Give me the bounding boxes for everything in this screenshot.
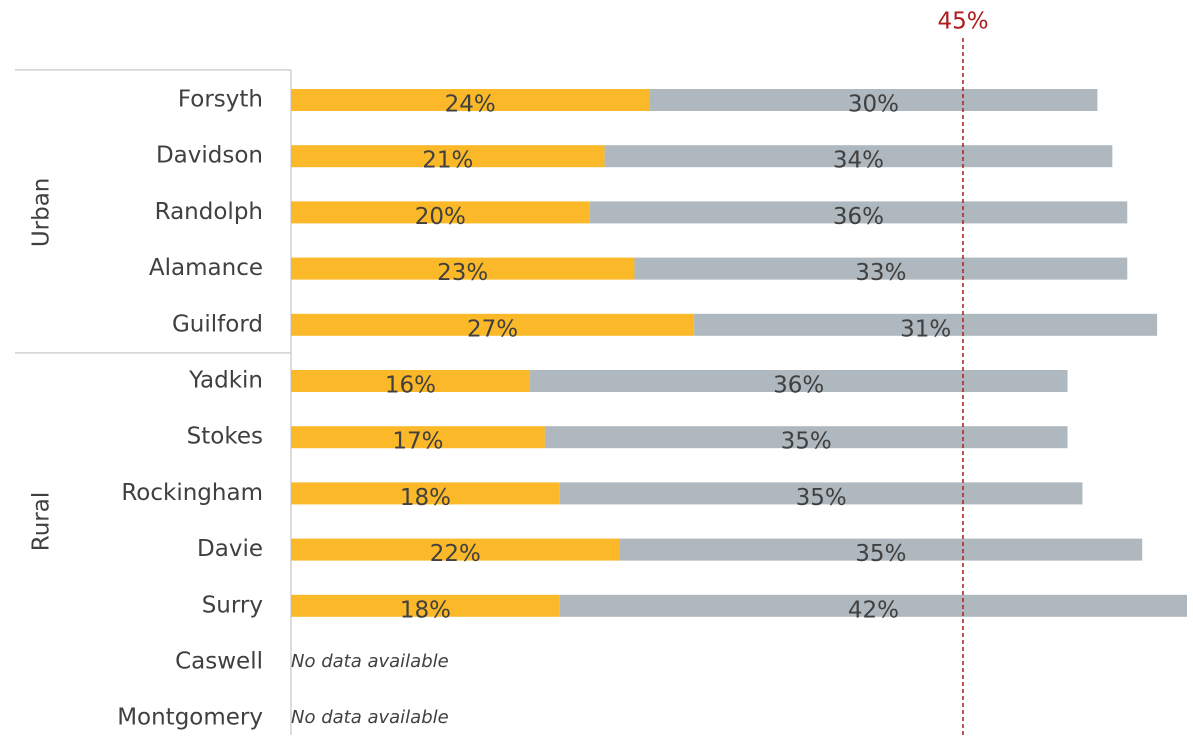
bar-segment: [291, 89, 650, 111]
value-label: 42%: [848, 597, 899, 623]
category-label: Davie: [197, 536, 263, 562]
value-label: 35%: [855, 541, 906, 567]
value-label: 35%: [781, 429, 832, 455]
no-data-note: No data available: [291, 707, 449, 728]
no-data-note: No data available: [291, 651, 449, 672]
category-label: Alamance: [149, 255, 263, 281]
bar-segment: [291, 145, 605, 168]
bar-segment: [589, 201, 1128, 224]
group-label: Urban: [29, 178, 55, 248]
category-label: Rockingham: [121, 480, 263, 506]
category-label: Yadkin: [188, 368, 263, 394]
value-label: 36%: [833, 204, 884, 230]
value-label: 35%: [796, 485, 847, 511]
bar-segment: [559, 594, 1187, 617]
category-label: Forsyth: [178, 87, 263, 113]
value-label: 18%: [400, 597, 451, 623]
category-label: Guilford: [172, 311, 263, 337]
value-label: 22%: [430, 541, 481, 567]
bar-segment: [291, 426, 545, 449]
group-label: Rural: [29, 492, 55, 551]
value-label: 23%: [437, 260, 488, 286]
value-label: 31%: [900, 316, 951, 342]
value-label: 17%: [392, 429, 443, 455]
value-label: 30%: [848, 92, 899, 118]
value-label: 34%: [833, 148, 884, 174]
bar-segment: [291, 594, 560, 617]
bar-segment: [291, 201, 590, 224]
bar-segment: [291, 313, 695, 336]
value-label: 20%: [415, 204, 466, 230]
category-label: Davidson: [156, 143, 263, 169]
bar-segment: [529, 370, 1068, 392]
bar-segment: [634, 257, 1128, 280]
value-label: 27%: [467, 316, 518, 342]
value-label: 33%: [855, 260, 906, 286]
value-label: 36%: [773, 373, 824, 399]
reference-label: 45%: [937, 9, 988, 35]
bar-segment: [694, 313, 1158, 336]
category-label: Montgomery: [117, 705, 263, 731]
bar-segment: [291, 370, 530, 392]
bar-segment: [291, 482, 560, 505]
value-label: 21%: [422, 148, 473, 174]
category-label: Caswell: [175, 649, 263, 675]
category-label: Randolph: [155, 199, 263, 225]
category-label: Stokes: [187, 424, 263, 450]
bar-segment: [604, 145, 1113, 168]
category-label: Surry: [202, 592, 263, 618]
bar-segment: [291, 257, 635, 280]
bar-segment: [544, 426, 1068, 449]
value-label: 24%: [445, 92, 496, 118]
bar-segment: [649, 89, 1098, 111]
bar-segment: [619, 538, 1143, 561]
bar-segment: [559, 482, 1083, 505]
value-label: 16%: [385, 373, 436, 399]
bar-segment: [291, 538, 620, 561]
value-label: 18%: [400, 485, 451, 511]
